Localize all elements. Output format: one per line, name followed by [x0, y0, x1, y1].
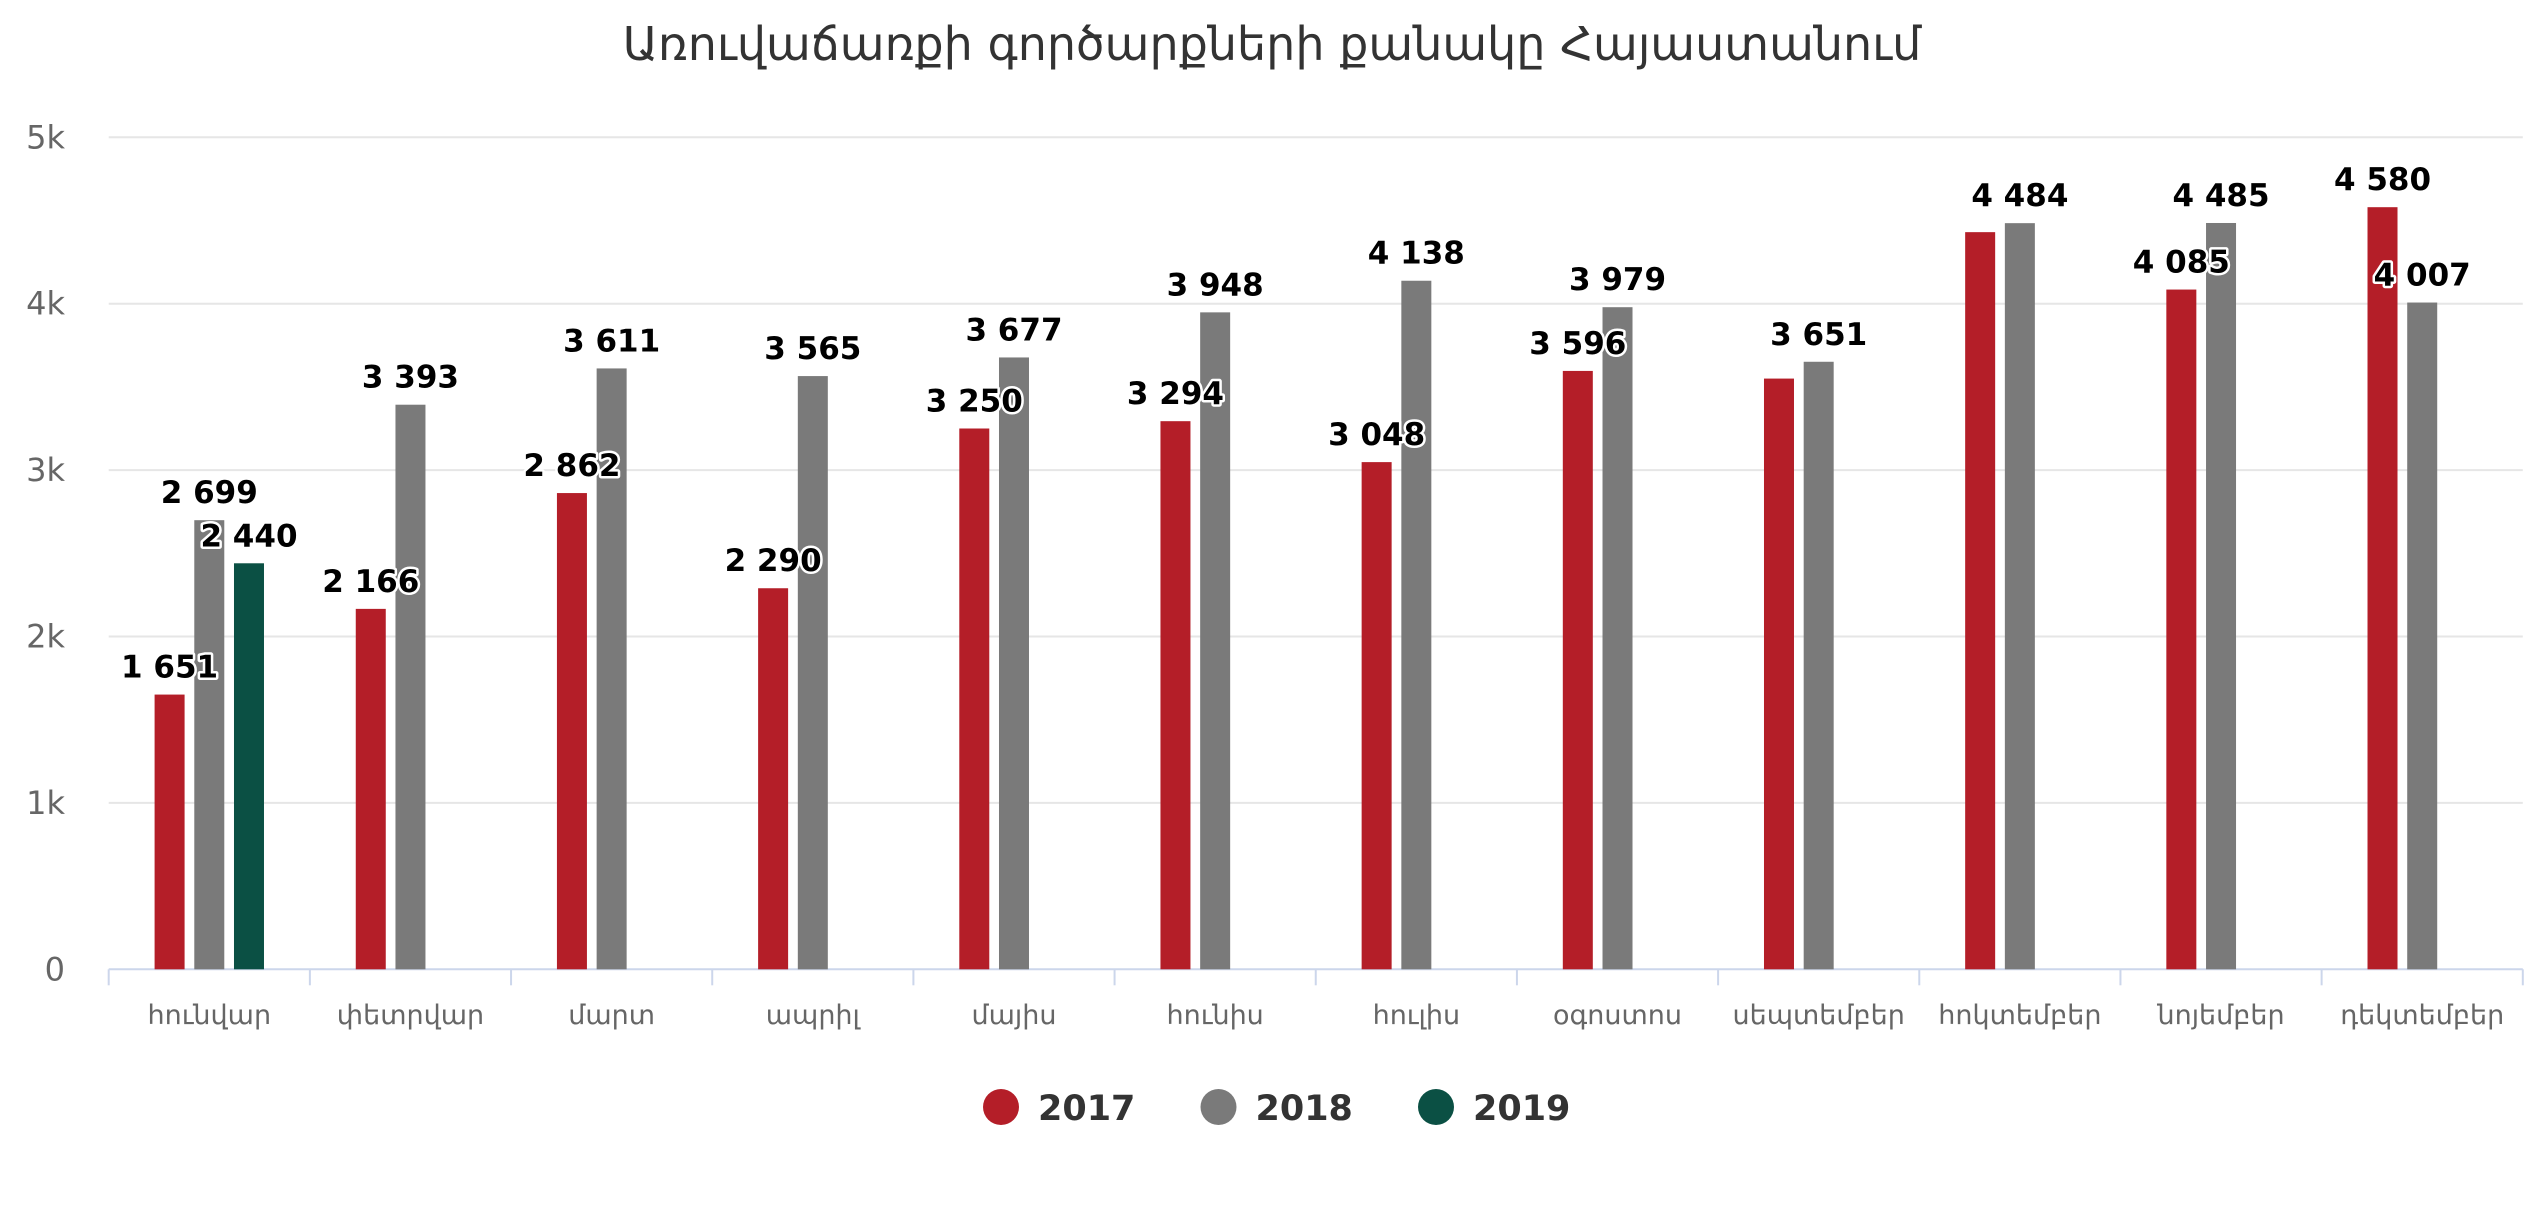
y-axis-label-1k: 1k — [26, 784, 65, 822]
gridlines — [108, 136, 2523, 804]
data-label-2017-02: 2 166 — [322, 564, 419, 600]
bar-marks — [154, 207, 2438, 970]
bar-2018-07[interactable] — [1401, 280, 1432, 970]
x-axis-label-11: նոյեմբեր — [2156, 1000, 2284, 1031]
bar-2017-11[interactable] — [2166, 289, 2197, 970]
data-label-2017-11: 4 085 — [2133, 245, 2230, 281]
chart-title: Առուվաճառքի գործարքների քանակը Հայաստանո… — [623, 17, 1923, 71]
data-label-2018-09: 3 651 — [1770, 317, 1867, 353]
bar-2017-09[interactable] — [1763, 378, 1794, 970]
bar-2017-10[interactable] — [1965, 232, 1996, 970]
data-label-2019-01: 2 440 — [200, 518, 297, 554]
x-axis-label-03: մարտ — [568, 1000, 655, 1031]
bar-2018-06[interactable] — [1200, 312, 1231, 970]
x-axis-label-01: հունվար — [147, 1000, 271, 1031]
bar-2018-11[interactable] — [2206, 222, 2237, 970]
data-label-2018-05: 3 677 — [965, 312, 1062, 348]
data-labels: 1 651 2 166 2 862 2 290 3 250 3 294 3 048 3 596… — [119, 160, 2474, 688]
x-axis-label-06: հունիս — [1167, 1000, 1264, 1031]
legend-label-2019: 2019 — [1473, 1089, 1570, 1129]
legend-item-2019[interactable]: 2019 — [1418, 1089, 1570, 1129]
bar-2018-04[interactable] — [797, 376, 828, 970]
bar-2019-01[interactable] — [233, 563, 264, 970]
bar-2017-12[interactable] — [2367, 207, 2398, 970]
bar-2018-09[interactable] — [1803, 361, 1834, 970]
x-axis-label-12: դեկտեմբեր — [2340, 1000, 2504, 1031]
data-label-2017-03: 2 862 — [523, 448, 620, 484]
legend-marker-2019 — [1418, 1089, 1454, 1125]
legend-label-2017: 2017 — [1038, 1089, 1135, 1129]
legend-item-2017[interactable]: 2017 — [983, 1089, 1135, 1129]
bar-2018-12[interactable] — [2407, 302, 2438, 970]
y-axis-label-0: 0 — [45, 950, 65, 988]
legend-label-2018: 2018 — [1256, 1089, 1353, 1129]
x-axis-label-04: ապրիլ — [766, 1000, 862, 1031]
x-axis-label-05: մայիս — [972, 1000, 1057, 1031]
data-label-2017-07: 3 048 — [1328, 417, 1425, 453]
bar-2017-02[interactable] — [355, 608, 386, 970]
data-label-2018-08: 3 979 — [1569, 262, 1666, 298]
data-label-2018-11: 4 485 — [2172, 178, 2269, 214]
bar-2018-01[interactable] — [194, 520, 225, 970]
data-label-2017-06: 3 294 — [1127, 376, 1224, 412]
data-label-2018-02: 3 393 — [362, 360, 459, 396]
data-label-2017-01: 1 651 — [121, 650, 218, 686]
bar-2017-06[interactable] — [1160, 421, 1191, 970]
x-axis-label-09: սեպտեմբեր — [1732, 1000, 1904, 1031]
data-label-2018-04: 3 565 — [764, 331, 861, 367]
x-axis-label-10: հոկտեմբեր — [1938, 1000, 2101, 1031]
legend-marker-2017 — [983, 1089, 1019, 1125]
y-axis-label-3k: 3k — [26, 451, 65, 489]
bar-2018-02[interactable] — [395, 404, 426, 970]
data-label-2018-12: 4 007 — [2374, 258, 2471, 294]
legend: 2017 2018 2019 — [983, 1089, 1570, 1129]
legend-item-2018[interactable]: 2018 — [1200, 1089, 1353, 1129]
y-axis: 0 1k 2k 3k 4k 5k — [26, 118, 65, 988]
bar-2017-07[interactable] — [1361, 462, 1392, 970]
y-axis-label-2k: 2k — [26, 618, 65, 656]
x-axis-label-08: օգոստոս — [1553, 1000, 1682, 1031]
bar-2017-01[interactable] — [154, 694, 185, 970]
bar-2017-08[interactable] — [1562, 370, 1593, 970]
data-label-2017-05: 3 250 — [926, 384, 1023, 420]
bar-2018-08[interactable] — [1602, 307, 1633, 970]
x-axis-label-02: փետրվար — [337, 1000, 484, 1031]
bar-2018-10[interactable] — [2004, 223, 2035, 970]
bar-2017-03[interactable] — [556, 493, 587, 970]
data-label-2017-04: 2 290 — [725, 543, 822, 579]
x-axis: հունվար փետրվար մարտ ապրիլ մայիս հունիս հուլիս… — [107, 968, 2524, 1031]
x-axis-label-07: հուլիս — [1373, 1000, 1461, 1031]
bar-2017-05[interactable] — [959, 428, 990, 970]
data-label-2018-03: 3 611 — [563, 323, 660, 359]
data-label-2018-06: 3 948 — [1167, 267, 1264, 303]
data-label-2017-12: 4 580 — [2334, 162, 2431, 198]
bar-2018-03[interactable] — [596, 368, 627, 970]
legend-marker-2018 — [1200, 1089, 1237, 1125]
y-axis-label-5k: 5k — [26, 118, 65, 156]
data-label-2018-10: 4 484 — [1971, 178, 2068, 214]
y-axis-label-4k: 4k — [26, 285, 65, 323]
data-label-2018-01: 2 699 — [161, 475, 258, 511]
data-label-2018-07: 4 138 — [1368, 236, 1465, 272]
data-label-2017-08: 3 596 — [1529, 326, 1626, 362]
bar-2018-05[interactable] — [998, 357, 1029, 970]
bar-2017-04[interactable] — [758, 588, 789, 970]
